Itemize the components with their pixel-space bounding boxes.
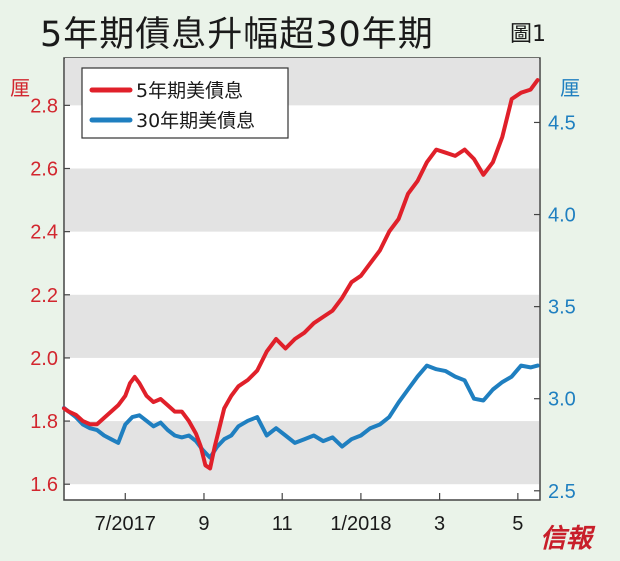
right-tick-label: 4.0: [548, 205, 576, 227]
left-axis-unit: 厘: [10, 76, 30, 100]
left-tick-label: 2.6: [30, 159, 58, 181]
legend-box: [81, 67, 289, 139]
legend: 5年期美債息 30年期美債息: [81, 67, 289, 139]
right-axis-unit: 厘: [560, 76, 580, 100]
right-axis: 2.5 3.0 3.5 4.0 4.5: [534, 112, 576, 503]
chart-title: 5年期債息升幅超30年期: [40, 15, 434, 55]
left-tick-label: 2.2: [30, 285, 58, 307]
x-tick-label: 7/2017: [95, 513, 156, 535]
left-tick-label: 2.4: [30, 222, 58, 244]
series-line-30yr: [62, 363, 540, 460]
legend-label-30yr: 30年期美債息: [136, 110, 255, 132]
left-axis: 1.6 1.8 2.0 2.2 2.4 2.6 2.8: [30, 95, 70, 496]
x-axis: 7/2017 9 11 1/2018 3 5: [95, 493, 523, 535]
left-tick-label: 2.8: [30, 95, 58, 117]
gridline-bands: [65, 58, 539, 485]
left-tick-label: 2.0: [30, 348, 58, 370]
right-tick-label: 4.5: [548, 112, 576, 134]
right-tick-label: 2.5: [548, 481, 576, 503]
brand-logo: 信報: [540, 524, 593, 554]
x-tick-label: 3: [434, 513, 445, 535]
right-tick-label: 3.0: [548, 389, 576, 411]
grid-band: [65, 168, 539, 232]
grid-band: [65, 421, 539, 485]
left-tick-label: 1.6: [30, 474, 58, 496]
figure-label: 圖1: [510, 22, 546, 47]
x-tick-label: 1/2018: [330, 513, 391, 535]
legend-label-5yr: 5年期美債息: [136, 80, 243, 102]
series-line-5yr: [62, 78, 540, 471]
series-lines: [62, 78, 540, 471]
x-tick-label: 9: [198, 513, 209, 535]
x-tick-label: 11: [272, 513, 293, 535]
right-tick-label: 3.5: [548, 297, 576, 319]
left-tick-label: 1.8: [30, 411, 58, 433]
x-tick-label: 5: [512, 513, 523, 535]
grid-band: [65, 294, 539, 358]
